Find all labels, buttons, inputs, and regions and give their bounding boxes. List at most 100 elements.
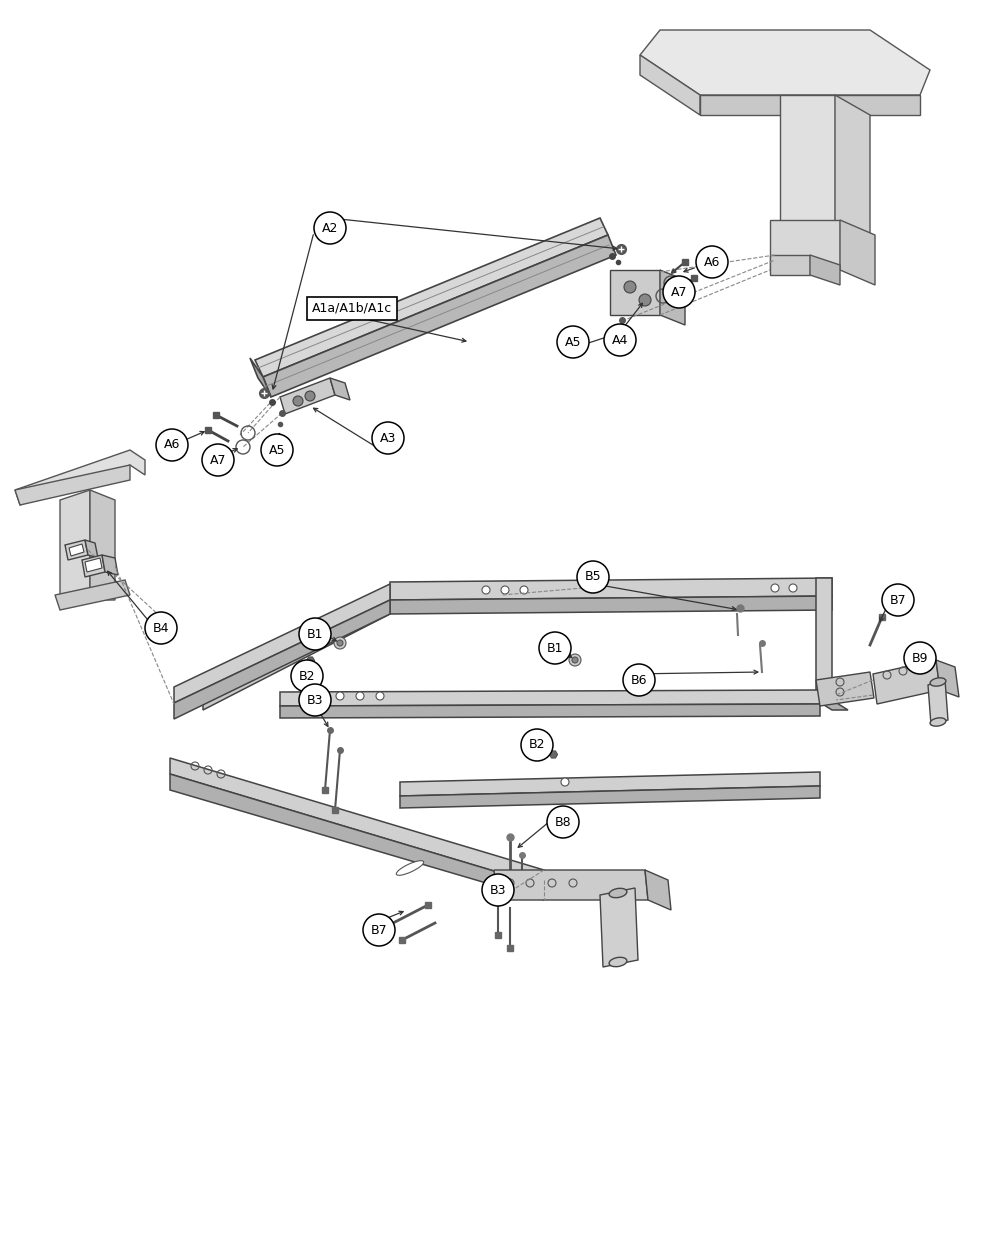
Text: B6: B6 xyxy=(631,673,647,687)
Polygon shape xyxy=(390,596,832,614)
Circle shape xyxy=(569,653,581,666)
Ellipse shape xyxy=(609,957,627,967)
Polygon shape xyxy=(873,660,940,704)
Text: A4: A4 xyxy=(612,333,628,346)
Polygon shape xyxy=(816,700,848,710)
Polygon shape xyxy=(85,559,102,572)
Polygon shape xyxy=(263,236,616,397)
Circle shape xyxy=(334,637,346,649)
Polygon shape xyxy=(770,255,810,275)
Polygon shape xyxy=(280,690,820,707)
Circle shape xyxy=(372,422,404,454)
Ellipse shape xyxy=(930,718,946,726)
Polygon shape xyxy=(170,758,544,887)
Circle shape xyxy=(663,276,695,308)
Circle shape xyxy=(771,584,779,592)
Text: A5: A5 xyxy=(565,335,581,349)
Polygon shape xyxy=(203,598,390,710)
Circle shape xyxy=(639,293,651,306)
Text: B1: B1 xyxy=(307,628,323,640)
Circle shape xyxy=(904,642,936,674)
Circle shape xyxy=(363,914,395,946)
Circle shape xyxy=(572,657,578,663)
Circle shape xyxy=(337,640,343,646)
Circle shape xyxy=(521,729,553,761)
Polygon shape xyxy=(816,578,832,700)
Circle shape xyxy=(376,692,384,700)
Polygon shape xyxy=(816,672,874,707)
Text: A5: A5 xyxy=(269,444,285,456)
Polygon shape xyxy=(840,219,875,285)
Polygon shape xyxy=(65,540,88,560)
Polygon shape xyxy=(170,774,544,900)
Text: B2: B2 xyxy=(529,739,545,751)
Polygon shape xyxy=(102,555,118,575)
Polygon shape xyxy=(700,95,920,115)
Polygon shape xyxy=(255,218,608,377)
Text: B1: B1 xyxy=(547,641,563,655)
Polygon shape xyxy=(770,219,840,270)
Circle shape xyxy=(501,586,509,594)
Polygon shape xyxy=(390,578,832,600)
Circle shape xyxy=(604,324,636,356)
Polygon shape xyxy=(600,888,638,967)
Polygon shape xyxy=(400,785,820,808)
Circle shape xyxy=(577,561,609,593)
Polygon shape xyxy=(250,358,271,397)
Polygon shape xyxy=(69,544,84,556)
Polygon shape xyxy=(494,870,648,900)
Circle shape xyxy=(623,665,655,695)
Circle shape xyxy=(561,778,569,785)
Polygon shape xyxy=(640,30,930,95)
Polygon shape xyxy=(400,772,820,797)
Text: A3: A3 xyxy=(380,432,396,445)
Circle shape xyxy=(882,584,914,616)
Ellipse shape xyxy=(609,888,627,898)
Polygon shape xyxy=(610,270,660,314)
Circle shape xyxy=(314,212,346,244)
Text: B3: B3 xyxy=(307,693,323,707)
Polygon shape xyxy=(835,95,870,250)
Polygon shape xyxy=(85,540,98,559)
Text: B2: B2 xyxy=(299,670,315,683)
Polygon shape xyxy=(60,490,90,600)
Polygon shape xyxy=(645,870,671,910)
Polygon shape xyxy=(55,580,130,610)
Circle shape xyxy=(299,684,331,716)
Text: A1a/A1b/A1c: A1a/A1b/A1c xyxy=(312,302,392,314)
Polygon shape xyxy=(174,584,390,703)
Text: B7: B7 xyxy=(890,593,906,607)
Circle shape xyxy=(145,612,177,644)
Circle shape xyxy=(261,434,293,466)
Polygon shape xyxy=(174,600,390,719)
Circle shape xyxy=(482,874,514,906)
Circle shape xyxy=(299,618,331,650)
Circle shape xyxy=(202,444,234,476)
Circle shape xyxy=(539,633,571,665)
Circle shape xyxy=(293,396,303,406)
Circle shape xyxy=(305,391,315,401)
Text: A6: A6 xyxy=(164,439,180,451)
Text: B7: B7 xyxy=(371,924,387,937)
Polygon shape xyxy=(660,270,685,326)
Text: A7: A7 xyxy=(671,286,687,298)
Polygon shape xyxy=(82,555,105,577)
Text: B5: B5 xyxy=(585,571,601,583)
Circle shape xyxy=(482,586,490,594)
Polygon shape xyxy=(280,704,820,718)
Polygon shape xyxy=(780,95,835,231)
Text: A2: A2 xyxy=(322,222,338,234)
Circle shape xyxy=(336,692,344,700)
Polygon shape xyxy=(330,379,350,399)
Polygon shape xyxy=(15,450,145,506)
Circle shape xyxy=(520,586,528,594)
Circle shape xyxy=(789,584,797,592)
Text: B9: B9 xyxy=(912,651,928,665)
Text: B8: B8 xyxy=(555,815,571,829)
Polygon shape xyxy=(810,255,840,285)
Text: B4: B4 xyxy=(153,621,169,635)
Polygon shape xyxy=(280,379,335,414)
Polygon shape xyxy=(15,465,130,506)
Circle shape xyxy=(547,806,579,838)
Circle shape xyxy=(156,429,188,461)
